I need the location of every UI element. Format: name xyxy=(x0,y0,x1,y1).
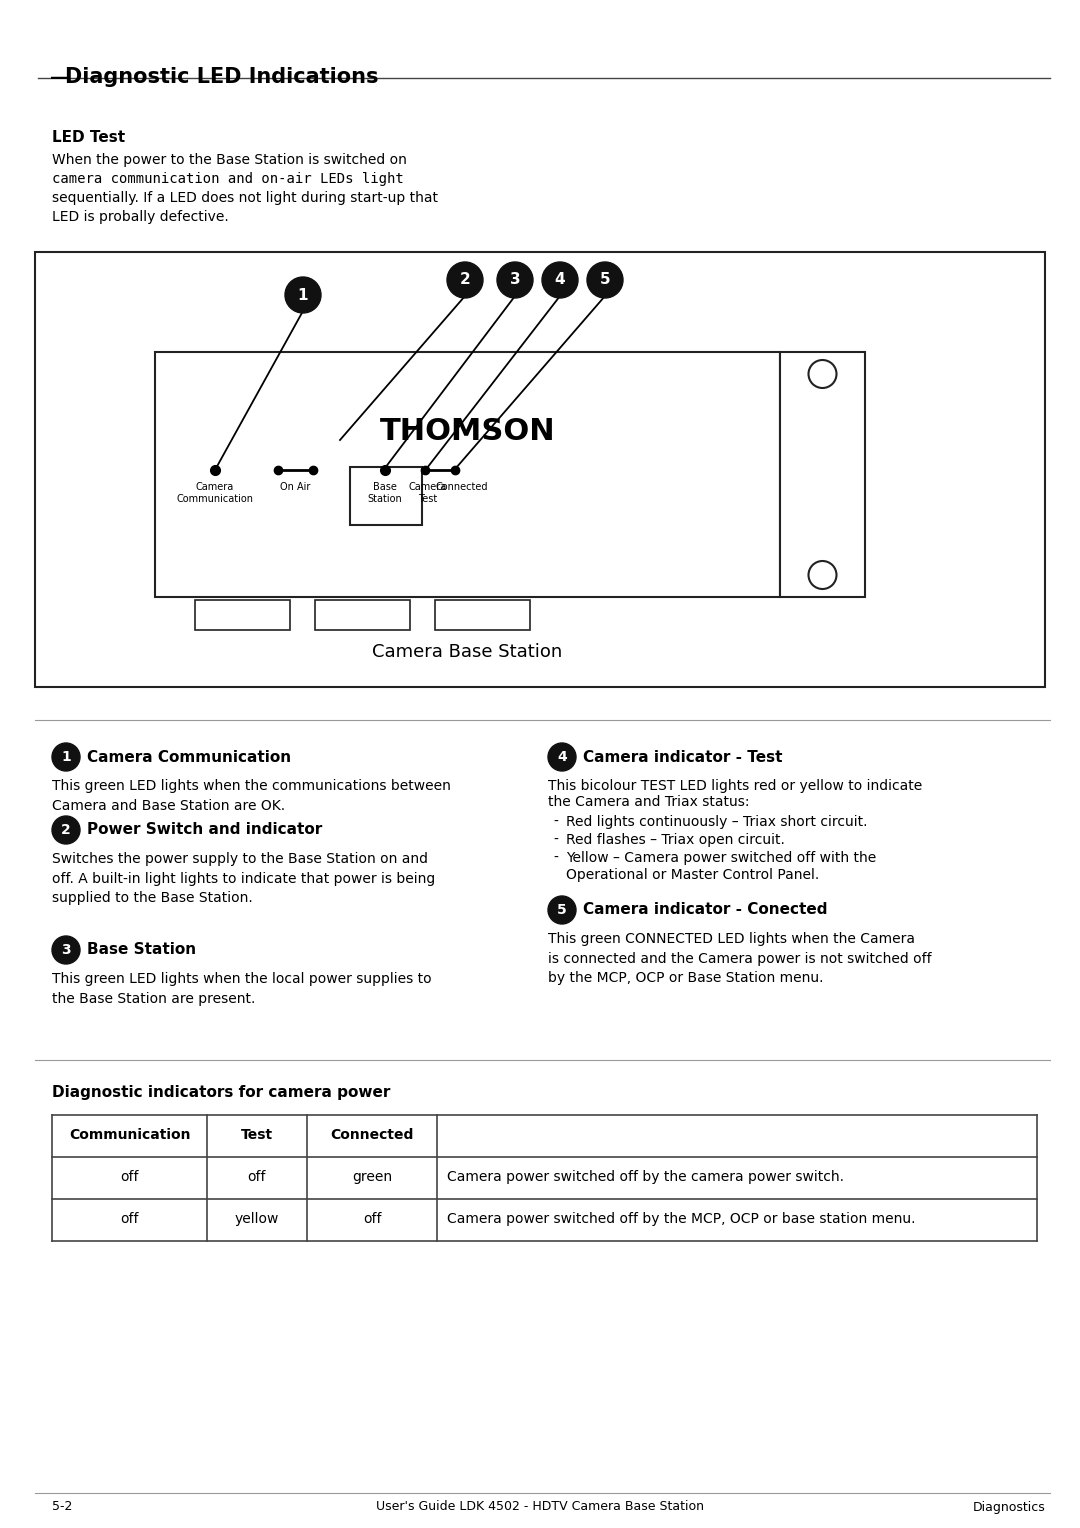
Text: 2: 2 xyxy=(62,824,71,837)
Text: LED is probally defective.: LED is probally defective. xyxy=(52,209,229,225)
Text: Camera Base Station: Camera Base Station xyxy=(373,643,563,662)
Text: 5: 5 xyxy=(599,272,610,287)
Text: green: green xyxy=(352,1170,392,1184)
Bar xyxy=(780,351,865,597)
Circle shape xyxy=(548,895,576,924)
Text: User's Guide LDK 4502 - HDTV Camera Base Station: User's Guide LDK 4502 - HDTV Camera Base… xyxy=(376,1500,704,1514)
Bar xyxy=(35,252,1045,688)
Text: This green LED lights when the local power supplies to
the Base Station are pres: This green LED lights when the local pow… xyxy=(52,972,432,1005)
Circle shape xyxy=(52,937,80,964)
Text: Test: Test xyxy=(241,1128,273,1141)
Text: Diagnostics: Diagnostics xyxy=(972,1500,1045,1514)
Text: Camera
Test: Camera Test xyxy=(409,481,447,504)
Text: 2: 2 xyxy=(460,272,471,287)
Circle shape xyxy=(542,261,578,298)
Text: Diagnostic LED Indications: Diagnostic LED Indications xyxy=(65,67,378,87)
Text: Camera power switched off by the camera power switch.: Camera power switched off by the camera … xyxy=(447,1170,843,1184)
Text: THOMSON: THOMSON xyxy=(380,417,555,446)
Text: sequentially. If a LED does not light during start-up that: sequentially. If a LED does not light du… xyxy=(52,191,438,205)
Bar xyxy=(435,601,530,630)
Text: 3: 3 xyxy=(510,272,521,287)
Text: This bicolour TEST LED lights red or yellow to indicate: This bicolour TEST LED lights red or yel… xyxy=(548,779,922,793)
Text: -: - xyxy=(553,833,558,847)
Text: This green LED lights when the communications between
Camera and Base Station ar: This green LED lights when the communica… xyxy=(52,779,450,813)
Text: yellow: yellow xyxy=(234,1212,280,1225)
Circle shape xyxy=(285,277,321,313)
Bar xyxy=(315,601,410,630)
Circle shape xyxy=(588,261,623,298)
Text: Operational or Master Control Panel.: Operational or Master Control Panel. xyxy=(566,868,820,882)
Text: 1: 1 xyxy=(298,287,308,303)
Text: Connected: Connected xyxy=(330,1128,414,1141)
Text: off: off xyxy=(120,1212,138,1225)
Text: Base
Station: Base Station xyxy=(367,481,403,504)
Bar xyxy=(195,601,291,630)
Text: Power Switch and indicator: Power Switch and indicator xyxy=(87,822,322,837)
Text: Connected: Connected xyxy=(435,481,488,492)
Circle shape xyxy=(497,261,534,298)
Text: Red lights continuously – Triax short circuit.: Red lights continuously – Triax short ci… xyxy=(566,814,867,830)
Circle shape xyxy=(52,816,80,843)
Text: -: - xyxy=(553,814,558,830)
Text: camera communication and on-air LEDs light: camera communication and on-air LEDs lig… xyxy=(52,173,404,186)
Text: Base Station: Base Station xyxy=(87,943,197,958)
Circle shape xyxy=(548,743,576,772)
Text: Switches the power supply to the Base Station on and
off. A built-in light light: Switches the power supply to the Base St… xyxy=(52,853,435,905)
Text: This green CONNECTED LED lights when the Camera
is connected and the Camera powe: This green CONNECTED LED lights when the… xyxy=(548,932,932,986)
Text: Diagnostic indicators for camera power: Diagnostic indicators for camera power xyxy=(52,1085,390,1100)
Text: 5-2: 5-2 xyxy=(52,1500,72,1514)
Text: Red flashes – Triax open circuit.: Red flashes – Triax open circuit. xyxy=(566,833,785,847)
Text: On Air: On Air xyxy=(280,481,310,492)
Circle shape xyxy=(52,743,80,772)
Text: 4: 4 xyxy=(557,750,567,764)
Text: LED Test: LED Test xyxy=(52,130,125,145)
Text: 5: 5 xyxy=(557,903,567,917)
Text: —: — xyxy=(50,69,68,87)
Circle shape xyxy=(809,361,837,388)
Text: 1: 1 xyxy=(62,750,71,764)
Circle shape xyxy=(447,261,483,298)
Text: Camera power switched off by the MCP, OCP or base station menu.: Camera power switched off by the MCP, OC… xyxy=(447,1212,916,1225)
Text: Communication: Communication xyxy=(69,1128,190,1141)
Text: -: - xyxy=(553,851,558,865)
Text: off: off xyxy=(247,1170,267,1184)
Text: off: off xyxy=(363,1212,381,1225)
Bar xyxy=(156,351,780,597)
Text: Camera
Communication: Camera Communication xyxy=(176,481,254,504)
Text: Camera Communication: Camera Communication xyxy=(87,750,292,764)
Text: Camera indicator - Conected: Camera indicator - Conected xyxy=(583,903,827,917)
Text: off: off xyxy=(120,1170,138,1184)
Bar xyxy=(350,468,422,526)
Circle shape xyxy=(809,561,837,588)
Text: the Camera and Triax status:: the Camera and Triax status: xyxy=(548,795,750,808)
Text: Camera indicator - Test: Camera indicator - Test xyxy=(583,750,783,764)
Text: 3: 3 xyxy=(62,943,71,957)
Text: Yellow – Camera power switched off with the: Yellow – Camera power switched off with … xyxy=(566,851,876,865)
Text: When the power to the Base Station is switched on: When the power to the Base Station is sw… xyxy=(52,153,407,167)
Text: 4: 4 xyxy=(555,272,565,287)
